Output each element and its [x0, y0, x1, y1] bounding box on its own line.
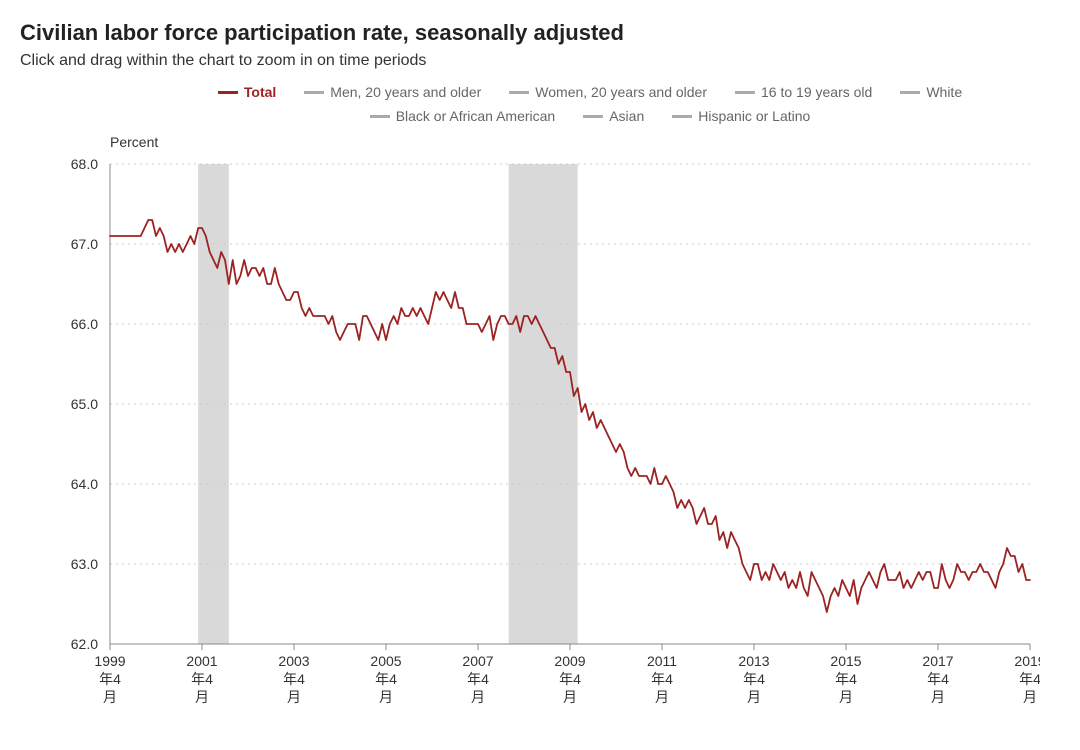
legend: Total Men, 20 years and older Women, 20 ye…: [140, 84, 1040, 124]
y-axis-title: Percent: [110, 134, 1060, 150]
chart-subtitle: Click and drag within the chart to zoom …: [20, 52, 1060, 70]
chart-title: Civilian labor force participation rate,…: [20, 20, 1060, 46]
legend-swatch: [900, 91, 920, 94]
legend-item[interactable]: 16 to 19 years old: [735, 84, 872, 100]
legend-label: Black or African American: [396, 108, 556, 124]
legend-item[interactable]: Total: [218, 84, 276, 100]
legend-item[interactable]: Women, 20 years and older: [509, 84, 707, 100]
y-tick-label: 68.0: [71, 156, 98, 172]
y-tick-label: 62.0: [71, 636, 98, 652]
chart-area[interactable]: 62.063.064.065.066.067.068.01999年4月2001年…: [20, 154, 1060, 719]
legend-label: White: [926, 84, 962, 100]
legend-swatch: [672, 115, 692, 118]
legend-item[interactable]: Hispanic or Latino: [672, 108, 810, 124]
legend-label: Women, 20 years and older: [535, 84, 707, 100]
legend-label: Men, 20 years and older: [330, 84, 481, 100]
legend-label: Total: [244, 84, 276, 100]
legend-item[interactable]: Men, 20 years and older: [304, 84, 481, 100]
legend-item[interactable]: Asian: [583, 108, 644, 124]
legend-swatch: [304, 91, 324, 94]
legend-swatch: [735, 91, 755, 94]
y-tick-label: 63.0: [71, 556, 98, 572]
legend-label: Hispanic or Latino: [698, 108, 810, 124]
legend-label: Asian: [609, 108, 644, 124]
y-tick-label: 66.0: [71, 316, 98, 332]
legend-item[interactable]: Black or African American: [370, 108, 556, 124]
line-chart-svg[interactable]: 62.063.064.065.066.067.068.01999年4月2001年…: [20, 154, 1040, 714]
legend-swatch: [370, 115, 390, 118]
y-tick-label: 65.0: [71, 396, 98, 412]
legend-swatch: [509, 91, 529, 94]
y-tick-label: 64.0: [71, 476, 98, 492]
legend-swatch: [218, 91, 238, 94]
legend-label: 16 to 19 years old: [761, 84, 872, 100]
legend-swatch: [583, 115, 603, 118]
legend-item[interactable]: White: [900, 84, 962, 100]
y-tick-label: 67.0: [71, 236, 98, 252]
